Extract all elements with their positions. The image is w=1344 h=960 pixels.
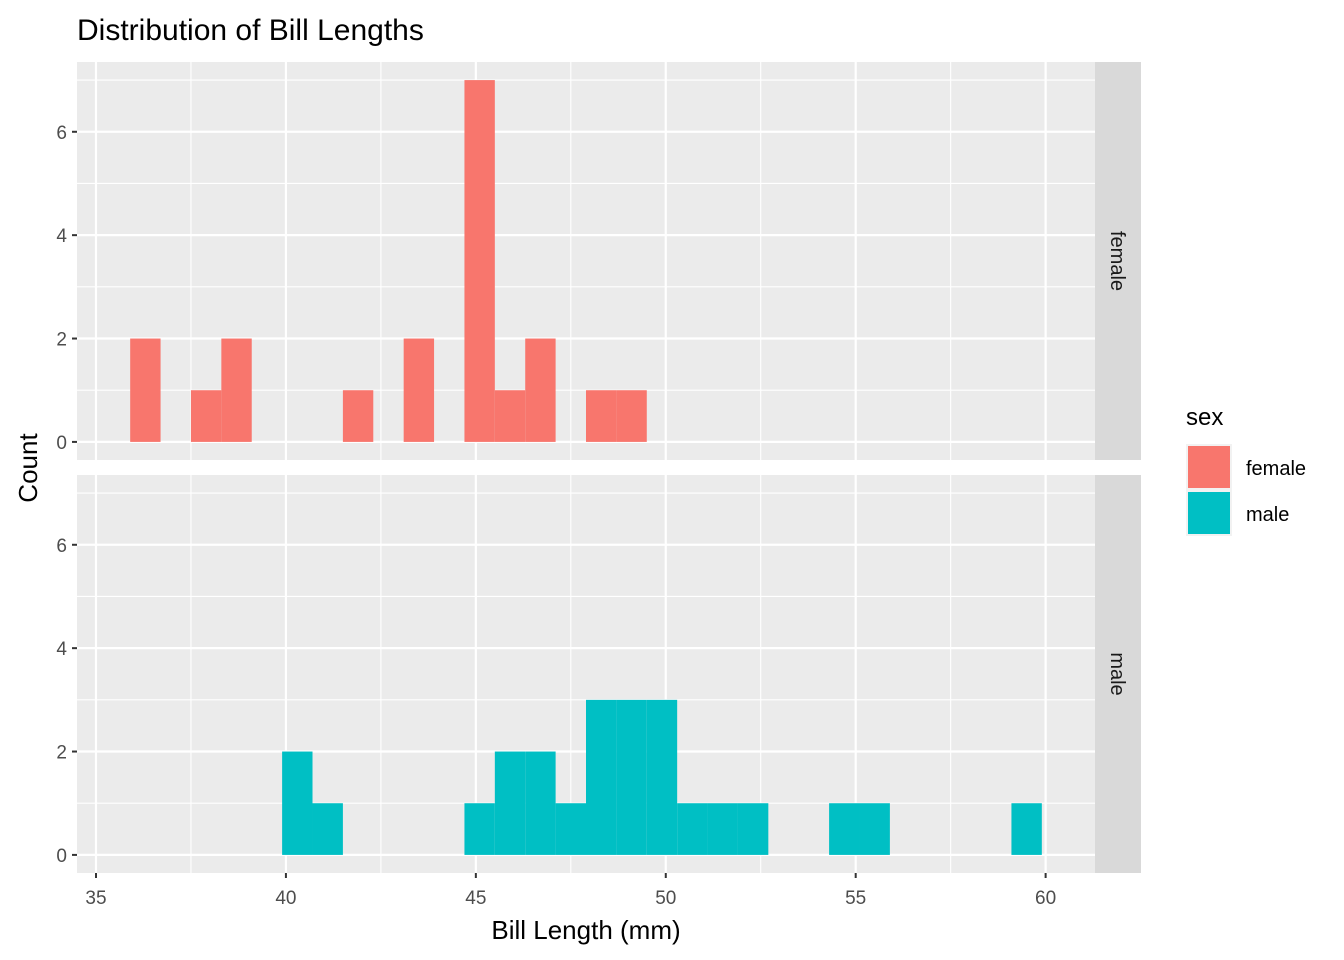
histogram-bar bbox=[130, 338, 161, 442]
histogram-bar bbox=[859, 803, 890, 855]
histogram-bar bbox=[1011, 803, 1042, 855]
facet-strip bbox=[1095, 475, 1141, 873]
x-tick-label: 35 bbox=[85, 888, 106, 909]
histogram-bar bbox=[829, 803, 860, 855]
legend: sex female male bbox=[1186, 404, 1306, 536]
facet-strip-label: male bbox=[1106, 652, 1128, 695]
legend-label-female: female bbox=[1246, 458, 1306, 480]
y-tick-label: 4 bbox=[56, 639, 67, 660]
histogram-bar bbox=[616, 699, 647, 855]
y-tick-label: 0 bbox=[56, 846, 67, 867]
histogram-bar bbox=[525, 338, 556, 442]
y-tick-label: 2 bbox=[56, 330, 67, 351]
y-tick-label: 6 bbox=[56, 536, 67, 557]
histogram-bar bbox=[403, 338, 435, 442]
facet-panel-male: 0 2 4 6 male bbox=[56, 475, 1141, 873]
y-tick-label: 4 bbox=[56, 226, 67, 247]
histogram-bar bbox=[616, 390, 647, 442]
x-tick-label: 55 bbox=[845, 888, 866, 909]
facet-panels: 0 2 4 6 female 0 2 4 6 male bbox=[56, 62, 1141, 873]
histogram-bar bbox=[494, 390, 526, 442]
histogram-bar bbox=[312, 803, 343, 855]
histogram-bar bbox=[464, 80, 495, 442]
histogram-bar bbox=[221, 338, 252, 442]
facet-strip bbox=[1095, 62, 1141, 460]
y-tick-label: 2 bbox=[56, 743, 67, 764]
legend-label-male: male bbox=[1246, 504, 1289, 526]
histogram-bar bbox=[464, 803, 495, 855]
histogram-bar bbox=[555, 803, 586, 855]
x-tick-label: 45 bbox=[465, 888, 486, 909]
chart-title: Distribution of Bill Lengths bbox=[77, 14, 424, 47]
histogram-bar bbox=[494, 751, 526, 855]
histogram-bar bbox=[282, 751, 313, 855]
x-axis: 35 40 45 50 55 60 bbox=[85, 873, 1056, 909]
histogram-bar bbox=[342, 390, 374, 442]
x-tick-label: 40 bbox=[275, 888, 296, 909]
histogram-bar bbox=[677, 803, 708, 855]
histogram-bar bbox=[525, 751, 556, 855]
legend-swatch-male bbox=[1188, 492, 1230, 534]
histogram-bar bbox=[190, 390, 222, 442]
x-tick-label: 50 bbox=[655, 888, 676, 909]
legend-swatch-female bbox=[1188, 446, 1230, 488]
legend-title: sex bbox=[1186, 404, 1223, 431]
histogram-bar bbox=[737, 803, 769, 855]
x-tick-label: 60 bbox=[1035, 888, 1056, 909]
y-axis-title: Count bbox=[13, 433, 43, 503]
x-axis-title: Bill Length (mm) bbox=[491, 915, 680, 945]
facet-strip-label: female bbox=[1106, 231, 1128, 291]
y-tick-label: 0 bbox=[56, 433, 67, 454]
y-tick-label: 6 bbox=[56, 123, 67, 144]
histogram-bar bbox=[707, 803, 738, 855]
histogram-bar bbox=[646, 699, 678, 855]
histogram-bar bbox=[586, 699, 617, 855]
facet-panel-female: 0 2 4 6 female bbox=[56, 62, 1141, 460]
histogram-bar bbox=[586, 390, 617, 442]
